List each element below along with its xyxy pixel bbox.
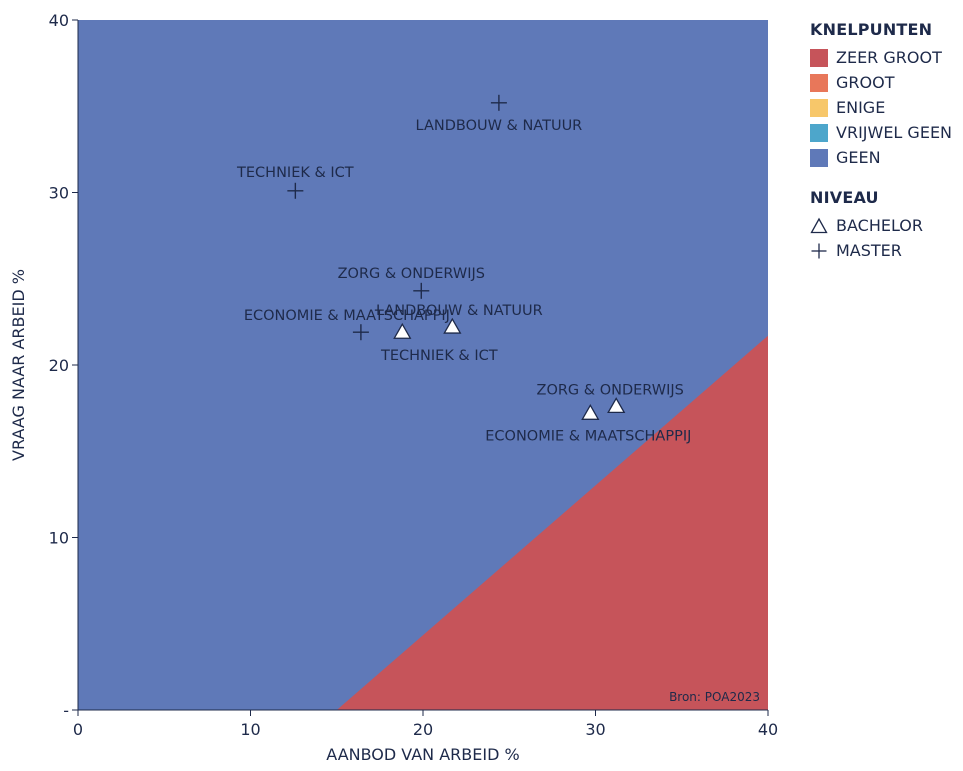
bachelor-label-economie-en-maatschappij: ECONOMIE & MAATSCHAPPIJ [485, 428, 691, 444]
triangle-icon [810, 217, 828, 233]
legend-swatch [810, 73, 828, 92]
legend-zones-title: KNELPUNTEN [810, 20, 933, 39]
master-label-techniek-en-ict: TECHNIEK & ICT [236, 165, 354, 181]
bachelor-label-techniek-en-ict: TECHNIEK & ICT [380, 348, 498, 364]
y-tick-label: 40 [49, 11, 69, 30]
x-tick-label: 40 [758, 720, 778, 739]
y-tick-label: 20 [49, 356, 69, 375]
zone-geen [78, 20, 768, 710]
legend-label: ZEER GROOT [836, 48, 942, 67]
master-label-economie-en-maatschappij: ECONOMIE & MAATSCHAPPIJ [244, 308, 450, 324]
legend-item-geen: GEEN [810, 145, 952, 170]
y-tick-label: 10 [49, 529, 69, 548]
bachelor-point-landbouw-en-natuur [443, 317, 462, 334]
y-axis-title: VRAAG NAAR ARBEID % [9, 269, 28, 461]
plus-icon [811, 243, 827, 258]
legend-item-master: MASTER [810, 238, 952, 263]
legend-item-vrijwel-geen: VRIJWEL GEEN [810, 120, 952, 145]
x-tick-label: 30 [585, 720, 605, 739]
legend-item-zeer-groot: ZEER GROOT [810, 45, 952, 70]
master-label-zorg-en-onderwijs: ZORG & ONDERWIJS [338, 266, 485, 282]
master-point-economie-en-maatschappij [352, 324, 369, 341]
zones-layer [78, 20, 768, 710]
legend-levels-title: NIVEAU [810, 188, 879, 207]
source-note: Bron: POA2023 [669, 690, 760, 704]
legend: KNELPUNTEN ZEER GROOT GROOT ENIGE VRIJWE… [810, 20, 952, 263]
legend-label: GROOT [836, 73, 895, 92]
legend-swatch [810, 48, 828, 67]
master-label-landbouw-en-natuur: LANDBOUW & NATUUR [416, 118, 583, 134]
legend-label: MASTER [836, 241, 902, 260]
bachelor-label-zorg-en-onderwijs: ZORG & ONDERWIJS [537, 382, 684, 398]
legend-swatch [810, 98, 828, 117]
points-layer: LANDBOUW & NATUUR TECHNIEK & ICT ZORG & ON… [236, 94, 691, 444]
legend-label: GEEN [836, 148, 881, 167]
master-point-zorg-en-onderwijs [413, 282, 430, 299]
legend-swatch [810, 148, 828, 167]
bachelor-point-zorg-en-onderwijs [607, 397, 626, 414]
master-point-landbouw-en-natuur [490, 94, 507, 111]
legend-item-groot: GROOT [810, 70, 952, 95]
legend-item-bachelor: BACHELOR [810, 213, 952, 238]
y-tick-label: 30 [49, 184, 69, 203]
legend-swatch [810, 123, 828, 142]
master-point-techniek-en-ict [287, 182, 304, 199]
x-axis-title: AANBOD VAN ARBEID % [326, 745, 519, 764]
legend-label: ENIGE [836, 98, 886, 117]
legend-label: VRIJWEL GEEN [836, 123, 953, 142]
axes-layer: 0 10 20 30 40 - 10 20 30 40 [49, 11, 779, 739]
bachelor-point-techniek-en-ict [393, 322, 412, 339]
x-tick-label: 0 [73, 720, 83, 739]
y-tick-label: - [63, 701, 69, 720]
legend-label: BACHELOR [836, 216, 924, 235]
bachelor-label-landbouw-en-natuur: LANDBOUW & NATUUR [376, 303, 543, 319]
legend-item-enige: ENIGE [810, 95, 952, 120]
x-tick-label: 20 [413, 720, 433, 739]
x-tick-label: 10 [240, 720, 260, 739]
bachelor-point-economie-en-maatschappij [581, 403, 600, 420]
